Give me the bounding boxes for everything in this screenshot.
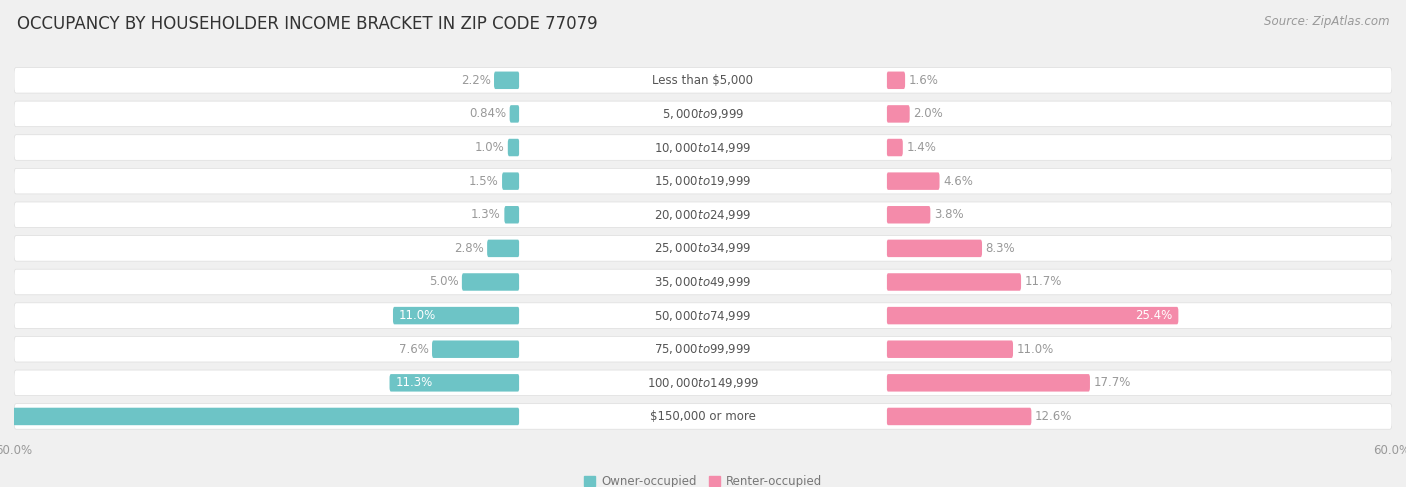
Text: $50,000 to $74,999: $50,000 to $74,999 [654, 309, 752, 322]
FancyBboxPatch shape [14, 303, 1392, 328]
Text: 1.0%: 1.0% [475, 141, 505, 154]
FancyBboxPatch shape [392, 307, 519, 324]
Text: 3.8%: 3.8% [934, 208, 963, 221]
Text: 1.4%: 1.4% [907, 141, 936, 154]
FancyBboxPatch shape [519, 105, 887, 123]
FancyBboxPatch shape [14, 370, 1392, 395]
FancyBboxPatch shape [887, 340, 1012, 358]
FancyBboxPatch shape [508, 139, 519, 156]
FancyBboxPatch shape [0, 408, 519, 425]
FancyBboxPatch shape [519, 139, 887, 156]
FancyBboxPatch shape [486, 240, 519, 257]
Text: $15,000 to $19,999: $15,000 to $19,999 [654, 174, 752, 188]
Text: 11.0%: 11.0% [1017, 343, 1053, 356]
Text: 1.5%: 1.5% [468, 175, 499, 187]
FancyBboxPatch shape [887, 408, 1032, 425]
FancyBboxPatch shape [502, 172, 519, 190]
FancyBboxPatch shape [887, 206, 931, 224]
FancyBboxPatch shape [389, 374, 519, 392]
FancyBboxPatch shape [887, 307, 1178, 324]
Text: $100,000 to $149,999: $100,000 to $149,999 [647, 376, 759, 390]
FancyBboxPatch shape [14, 337, 1392, 362]
Text: OCCUPANCY BY HOUSEHOLDER INCOME BRACKET IN ZIP CODE 77079: OCCUPANCY BY HOUSEHOLDER INCOME BRACKET … [17, 15, 598, 33]
Text: 2.0%: 2.0% [912, 108, 943, 120]
FancyBboxPatch shape [14, 269, 1392, 295]
Text: 1.6%: 1.6% [908, 74, 938, 87]
FancyBboxPatch shape [519, 72, 887, 89]
Text: $5,000 to $9,999: $5,000 to $9,999 [662, 107, 744, 121]
Text: Less than $5,000: Less than $5,000 [652, 74, 754, 87]
Legend: Owner-occupied, Renter-occupied: Owner-occupied, Renter-occupied [579, 471, 827, 487]
FancyBboxPatch shape [519, 340, 887, 358]
Text: $35,000 to $49,999: $35,000 to $49,999 [654, 275, 752, 289]
FancyBboxPatch shape [519, 408, 887, 425]
Text: 12.6%: 12.6% [1035, 410, 1073, 423]
FancyBboxPatch shape [887, 139, 903, 156]
FancyBboxPatch shape [14, 68, 1392, 93]
FancyBboxPatch shape [887, 105, 910, 123]
Text: $25,000 to $34,999: $25,000 to $34,999 [654, 242, 752, 255]
Text: 7.6%: 7.6% [399, 343, 429, 356]
FancyBboxPatch shape [519, 374, 887, 392]
Text: 11.7%: 11.7% [1025, 276, 1062, 288]
FancyBboxPatch shape [14, 169, 1392, 194]
Text: 8.3%: 8.3% [986, 242, 1015, 255]
FancyBboxPatch shape [14, 404, 1392, 429]
Text: 2.8%: 2.8% [454, 242, 484, 255]
FancyBboxPatch shape [887, 72, 905, 89]
FancyBboxPatch shape [519, 240, 887, 257]
FancyBboxPatch shape [461, 273, 519, 291]
Text: 25.4%: 25.4% [1136, 309, 1173, 322]
Text: 0.84%: 0.84% [470, 108, 506, 120]
Text: 11.0%: 11.0% [399, 309, 436, 322]
FancyBboxPatch shape [887, 374, 1090, 392]
Text: 4.6%: 4.6% [943, 175, 973, 187]
FancyBboxPatch shape [519, 172, 887, 190]
FancyBboxPatch shape [519, 206, 887, 224]
Text: $20,000 to $24,999: $20,000 to $24,999 [654, 208, 752, 222]
Text: 11.3%: 11.3% [395, 376, 433, 389]
FancyBboxPatch shape [14, 101, 1392, 127]
FancyBboxPatch shape [14, 202, 1392, 227]
FancyBboxPatch shape [519, 307, 887, 324]
Text: 17.7%: 17.7% [1094, 376, 1130, 389]
FancyBboxPatch shape [494, 72, 519, 89]
Text: $10,000 to $14,999: $10,000 to $14,999 [654, 141, 752, 154]
Text: 2.2%: 2.2% [461, 74, 491, 87]
FancyBboxPatch shape [509, 105, 519, 123]
FancyBboxPatch shape [14, 135, 1392, 160]
Text: 1.3%: 1.3% [471, 208, 501, 221]
Text: $75,000 to $99,999: $75,000 to $99,999 [654, 342, 752, 356]
FancyBboxPatch shape [887, 240, 981, 257]
FancyBboxPatch shape [14, 236, 1392, 261]
FancyBboxPatch shape [519, 273, 887, 291]
Text: Source: ZipAtlas.com: Source: ZipAtlas.com [1264, 15, 1389, 28]
FancyBboxPatch shape [887, 172, 939, 190]
Text: $150,000 or more: $150,000 or more [650, 410, 756, 423]
FancyBboxPatch shape [432, 340, 519, 358]
Text: 5.0%: 5.0% [429, 276, 458, 288]
FancyBboxPatch shape [887, 273, 1021, 291]
FancyBboxPatch shape [505, 206, 519, 224]
